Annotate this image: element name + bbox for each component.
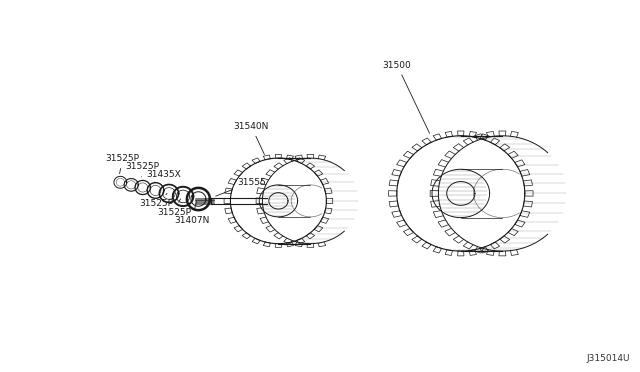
Text: 31540N: 31540N (234, 122, 269, 154)
Text: 31407N: 31407N (174, 202, 209, 225)
Text: 31435X: 31435X (146, 170, 180, 183)
Text: 31500: 31500 (383, 61, 429, 133)
Text: J315014U: J315014U (587, 354, 630, 363)
Text: 31525P: 31525P (140, 193, 173, 208)
Text: 31525P: 31525P (106, 154, 140, 174)
Text: 31525P: 31525P (157, 199, 191, 217)
Text: 31525P: 31525P (125, 162, 159, 177)
Text: 31555: 31555 (216, 178, 266, 196)
